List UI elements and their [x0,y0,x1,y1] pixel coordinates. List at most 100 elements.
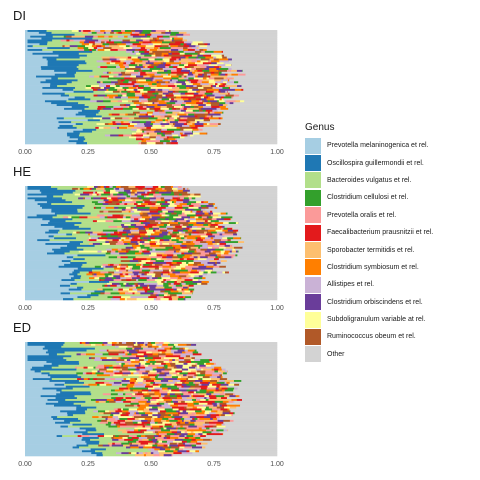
bar-segment [117,235,127,238]
bar-segment [84,258,134,261]
bar-segment [168,134,173,137]
legend-item: Allistipes et rel. [305,276,433,293]
bar-segment [164,199,171,202]
bar-segment [154,73,162,76]
bar-segment [130,279,137,282]
bar-segment [243,88,278,92]
bar-segment [52,248,84,251]
bar-segment [218,380,226,383]
bar-segment [84,197,92,200]
bar-segment [122,117,129,120]
bar-segment [142,265,145,268]
bar-segment [121,31,130,35]
bar-segment [139,121,147,124]
bar-segment [186,440,191,443]
bar-segment [178,427,185,430]
bar-segment [47,60,86,63]
bar-segment [182,381,185,385]
bar-segment [112,239,120,242]
bar-segment [80,277,90,280]
bar-segment [168,68,177,71]
bar-segment [200,235,209,238]
bar-segment [145,298,155,301]
bar-segment [207,220,212,223]
bar-segment [143,387,149,390]
bar-segment [220,83,223,86]
bar-segment [153,381,156,385]
bar-segment [76,246,126,249]
bar-segment [240,237,242,240]
bar-segment [163,260,173,263]
bar-segment [186,389,191,392]
bar-segment [141,273,145,276]
bar-segment [141,269,151,272]
bar-segment [25,64,48,67]
bar-segment [161,404,171,407]
bar-segment [93,292,101,295]
bar-segment [237,387,278,390]
bar-segment [159,391,168,394]
bar-segment [183,357,192,360]
bar-segment [72,187,79,191]
bar-segment [154,94,157,97]
bar-segment [225,254,233,257]
bar-segment [25,189,41,192]
bar-segment [177,35,278,38]
bar-segment [121,408,124,411]
bar-segment [79,446,127,449]
legend-label: Subdoligranulum variable at rel. [327,316,426,324]
bar-segment [98,416,103,419]
bar-segment [114,83,121,86]
bar-segment [165,218,169,221]
bar-segment [178,357,185,360]
bar-segment [224,225,278,229]
bar-segment [119,263,122,267]
bar-segment [148,374,157,377]
bar-segment [208,406,218,409]
bar-segment [218,225,223,229]
bar-segment [125,273,129,276]
x-tick-label: 0.25 [81,305,95,312]
bar-segment [135,98,139,101]
bar-segment [141,260,151,263]
bar-segment [116,349,120,352]
bar-segment [228,222,237,225]
bar-segment [232,229,239,232]
bar-segment [178,31,186,35]
bar-segment [163,224,168,227]
bar-segment [88,31,92,35]
bar-segment [240,100,245,103]
bar-segment [157,100,162,103]
bar-segment [166,142,171,145]
bar-segment [64,342,81,345]
bar-segment [164,368,172,371]
bar-segment [25,370,35,373]
bar-segment [71,121,111,124]
bar-segment [47,399,66,402]
bar-segment [186,414,195,417]
bar-segment [174,37,184,40]
bar-segment [223,391,278,394]
bar-segment [176,237,182,240]
bar-segment [180,62,186,65]
bar-segment [186,214,197,217]
bar-segment [198,216,203,219]
bar-segment [170,362,176,366]
bar-segment [154,418,163,421]
bar-segment [156,224,162,227]
bar-segment [145,412,153,415]
bar-segment [149,408,159,411]
bar-segment [164,134,170,137]
bar-segment [145,47,155,50]
bar-segment [91,343,96,347]
bar-segment [131,31,136,35]
bar-segment [93,191,96,194]
bar-segment [149,68,153,71]
bar-segment [59,229,104,232]
bar-segment [140,210,149,213]
bar-segment [148,267,156,270]
bar-segment [110,284,118,287]
bar-segment [87,186,95,189]
bar-segment [162,269,170,272]
bar-segment [149,402,157,405]
